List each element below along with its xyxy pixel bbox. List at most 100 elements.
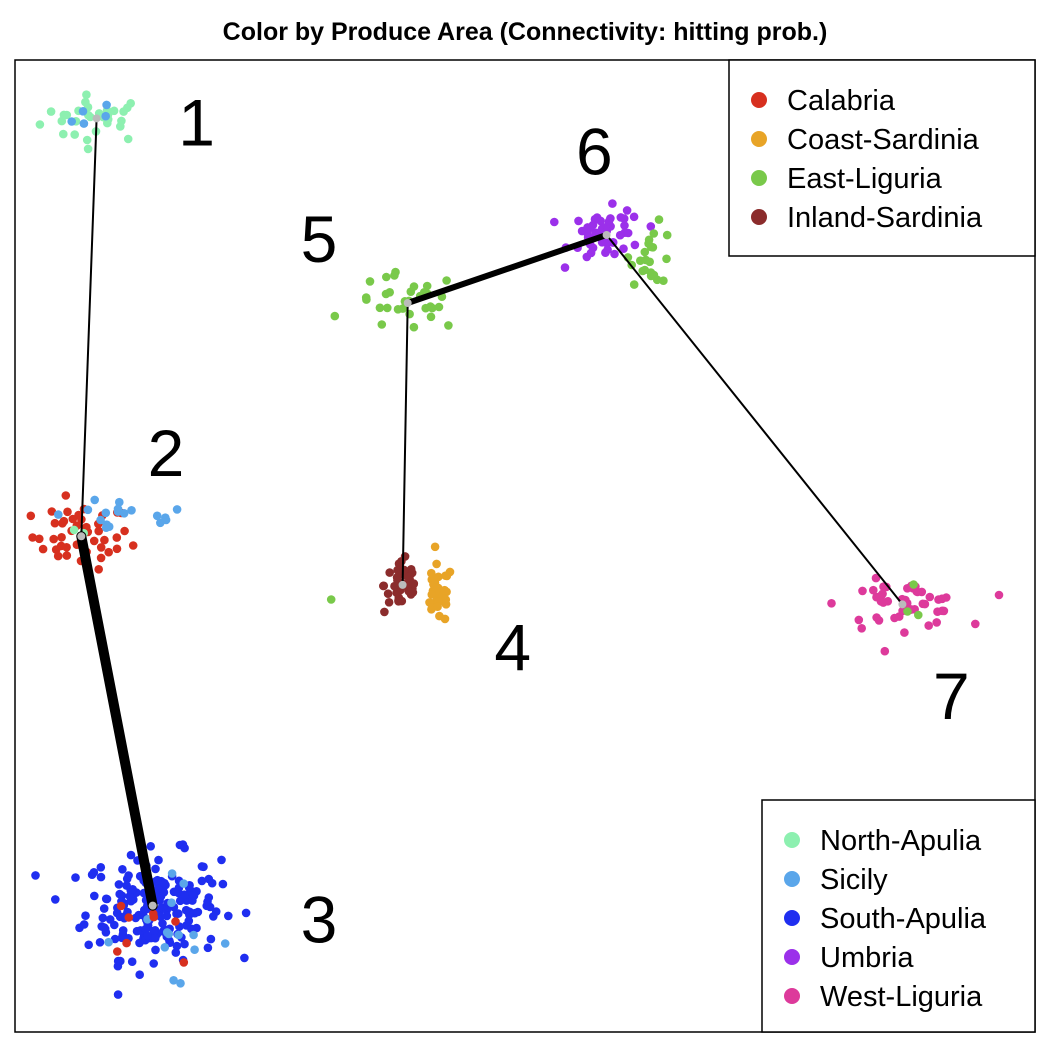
point-south-apulia — [206, 934, 216, 944]
point-south-apulia — [184, 916, 194, 926]
point-sicily — [167, 869, 177, 878]
point-south-apulia — [151, 933, 160, 943]
point-south-apulia — [181, 905, 191, 915]
point-west-liguria — [880, 646, 890, 656]
cluster-label-2: 2 — [148, 416, 185, 490]
point-east-liguria — [649, 229, 659, 238]
point-south-apulia — [122, 881, 131, 890]
point-calabria — [94, 526, 103, 536]
chart-title: Color by Produce Area (Connectivity: hit… — [223, 18, 828, 46]
legend-box — [728, 59, 1036, 257]
point-calabria — [96, 553, 106, 563]
point-east-liguria — [629, 280, 639, 289]
point-south-apulia — [98, 913, 108, 923]
point-sicily — [160, 943, 170, 952]
point-north-apulia — [82, 135, 92, 145]
cluster-label-layer: 1 2 3 4 5 6 7 — [148, 85, 970, 956]
point-coast-sardinia — [432, 559, 441, 569]
point-calabria — [124, 913, 134, 922]
point-north-apulia — [116, 122, 125, 131]
point-east-liguria — [442, 276, 451, 285]
point-sicily — [101, 508, 111, 518]
edge-6-7 — [605, 233, 904, 606]
legend-swatch-calabria — [751, 92, 767, 108]
point-calabria — [149, 909, 158, 919]
point-calabria — [28, 533, 37, 542]
point-sicily — [104, 937, 113, 947]
point-south-apulia — [151, 864, 160, 874]
point-west-liguria — [934, 595, 943, 604]
point-south-apulia — [180, 890, 189, 899]
point-south-apulia — [115, 889, 124, 899]
point-umbria — [550, 217, 559, 227]
point-inland-sardinia — [394, 559, 404, 568]
point-umbria — [603, 245, 612, 254]
cluster-center-1 — [92, 114, 101, 123]
point-west-liguria — [900, 628, 909, 637]
point-south-apulia — [141, 924, 150, 934]
point-layer — [26, 90, 1004, 999]
point-umbria — [622, 206, 632, 215]
point-south-apulia — [217, 855, 226, 865]
point-sicily — [190, 945, 199, 954]
point-west-liguria — [879, 598, 888, 607]
point-umbria — [616, 213, 626, 222]
point-south-apulia — [143, 931, 152, 941]
point-sicily — [156, 518, 165, 528]
point-umbria — [619, 244, 628, 253]
point-north-apulia — [46, 107, 56, 116]
legend-label-coast-sardinia: Coast-Sardinia — [787, 124, 980, 156]
point-sicily — [176, 979, 185, 988]
point-umbria — [630, 240, 640, 250]
point-east-liguria — [409, 322, 419, 332]
cluster-label-5: 5 — [301, 202, 338, 276]
point-south-apulia — [100, 923, 109, 932]
point-east-liguria — [909, 580, 918, 589]
point-south-apulia — [79, 920, 89, 929]
legend-swatch-south-apulia — [784, 910, 800, 926]
point-calabria — [89, 536, 99, 546]
legend-swatch-coast-sardinia — [751, 131, 767, 147]
point-north-apulia — [57, 116, 67, 126]
point-sicily — [127, 506, 136, 515]
legend-bottom-right: North-Apulia Sicily South-Apulia Umbria West… — [761, 799, 1036, 1033]
point-calabria — [100, 535, 109, 545]
point-west-liguria — [933, 607, 942, 616]
point-south-apulia — [172, 909, 181, 919]
point-inland-sardinia — [380, 607, 389, 617]
point-sicily — [54, 510, 63, 519]
point-south-apulia — [81, 911, 90, 920]
point-south-apulia — [31, 871, 40, 880]
point-umbria — [629, 212, 639, 222]
point-sicily — [101, 111, 110, 121]
cluster-center-4 — [398, 580, 407, 589]
point-south-apulia — [149, 926, 158, 936]
point-coast-sardinia — [425, 598, 434, 607]
legend-box — [761, 799, 1036, 1033]
point-coast-sardinia — [433, 602, 442, 611]
point-calabria — [171, 917, 180, 926]
point-sicily — [83, 505, 93, 515]
edge-layer — [76, 117, 904, 911]
point-west-liguria — [827, 599, 836, 608]
point-south-apulia — [149, 959, 158, 968]
point-east-liguria — [383, 303, 392, 313]
point-south-apulia — [96, 863, 106, 872]
point-umbria — [608, 199, 617, 208]
point-east-liguria — [375, 303, 385, 313]
point-east-liguria — [641, 255, 651, 265]
point-north-apulia — [69, 525, 79, 535]
point-umbria — [610, 249, 619, 259]
point-umbria — [604, 217, 614, 226]
point-sicily — [102, 100, 111, 110]
point-east-liguria — [640, 265, 650, 275]
point-south-apulia — [132, 926, 142, 936]
point-umbria — [615, 230, 625, 240]
point-north-apulia — [83, 144, 93, 154]
point-coast-sardinia — [430, 575, 440, 584]
point-east-liguria — [365, 277, 375, 286]
point-east-liguria — [654, 215, 664, 224]
point-calabria — [62, 551, 72, 560]
point-south-apulia — [160, 878, 169, 888]
point-west-liguria — [994, 590, 1004, 600]
